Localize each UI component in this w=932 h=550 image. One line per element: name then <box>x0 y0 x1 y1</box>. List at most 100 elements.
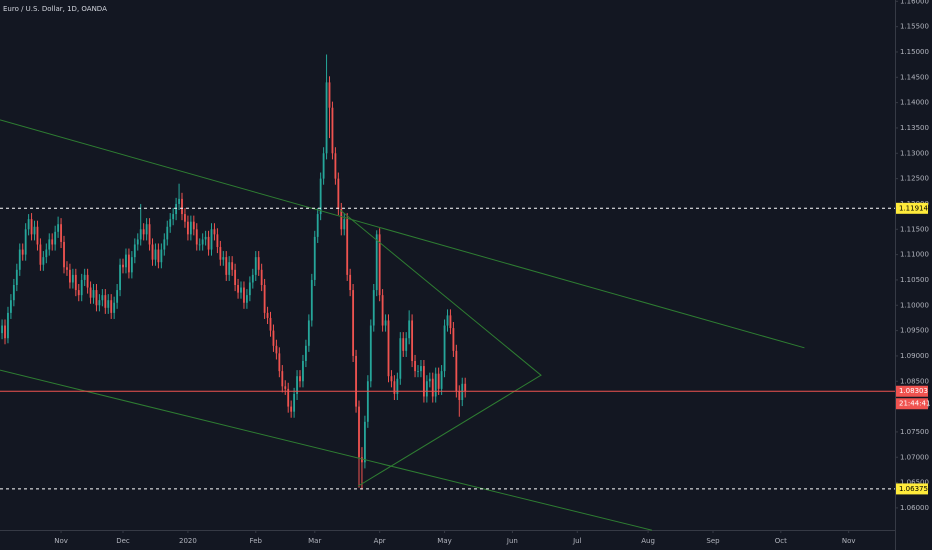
candle-body <box>243 287 245 303</box>
candle-body <box>142 229 145 235</box>
candle-body <box>86 274 89 288</box>
candle-body <box>228 262 231 275</box>
candle-body <box>60 224 62 242</box>
countdown-bg <box>896 398 928 410</box>
candle-body <box>461 383 464 401</box>
candle-body <box>358 406 360 458</box>
candle-body <box>381 295 384 326</box>
candle-body <box>431 378 434 397</box>
x-tick-label: Jul <box>572 537 582 545</box>
candle-body <box>51 239 54 245</box>
candle-body <box>166 226 169 240</box>
candle-body <box>207 236 210 250</box>
candle-body <box>145 224 148 235</box>
candle-body <box>1 325 3 334</box>
candle-body <box>198 244 201 246</box>
candle-body <box>405 338 408 351</box>
candle-body <box>92 290 95 298</box>
candle-body <box>231 262 234 270</box>
candle-body <box>446 315 449 326</box>
candle-body <box>384 320 387 326</box>
x-tick-label: Dec <box>116 537 130 545</box>
candle-body <box>455 350 458 392</box>
candle-body <box>68 269 71 283</box>
candle-body <box>363 421 366 463</box>
candle-body <box>66 267 68 270</box>
price-label-bg <box>896 202 928 214</box>
candle-body <box>201 239 204 245</box>
candle-body <box>422 366 425 397</box>
candle-body <box>77 290 80 296</box>
candle-body <box>225 257 228 275</box>
candle-body <box>110 300 113 313</box>
candle-body <box>122 264 124 268</box>
candle-body <box>119 264 121 291</box>
candle-body <box>45 249 48 258</box>
candle-body <box>464 383 467 392</box>
candle-body <box>269 317 272 331</box>
y-tick-label: 1.13000 <box>900 149 929 157</box>
candle-body <box>83 274 86 280</box>
candle-body <box>316 214 319 237</box>
candle-body <box>89 287 92 298</box>
candle-body <box>440 371 443 389</box>
candle-body <box>12 285 15 301</box>
candle-body <box>437 373 440 389</box>
candle-body <box>399 338 402 379</box>
candle-body <box>361 457 363 463</box>
y-tick-label: 1.06000 <box>900 504 929 512</box>
x-tick-label: May <box>437 537 451 545</box>
candle-body <box>328 82 331 108</box>
y-tick-label: 1.16000 <box>900 0 929 5</box>
y-tick-label: 1.07000 <box>900 453 929 461</box>
candle-body <box>278 353 281 372</box>
candle-body <box>331 107 334 154</box>
chart-title: Euro / U.S. Dollar, 1D, OANDA <box>3 5 107 13</box>
candle-body <box>337 178 340 210</box>
x-tick-label: Apr <box>374 537 386 545</box>
y-tick-label: 1.11000 <box>900 251 929 259</box>
y-tick-label: 1.14500 <box>900 73 929 81</box>
candle-body <box>322 153 325 179</box>
candle-body <box>148 224 151 245</box>
candle-body <box>452 328 455 351</box>
candle-body <box>39 244 42 265</box>
trendline <box>0 119 805 349</box>
y-tick-label: 1.09500 <box>900 327 929 335</box>
x-tick-label: Feb <box>250 537 263 545</box>
candle-body <box>414 360 416 372</box>
y-tick-label: 1.13500 <box>900 124 929 132</box>
candle-body <box>349 274 352 291</box>
candle-body <box>216 234 219 248</box>
candle-body <box>340 209 343 230</box>
y-tick-label: 1.10500 <box>900 276 929 284</box>
x-tick-label: Nov <box>842 537 856 545</box>
trendline <box>0 369 653 531</box>
candle-body <box>21 249 24 255</box>
candle-body <box>307 320 310 346</box>
candle-body <box>54 231 57 245</box>
candle-body <box>10 300 12 313</box>
price-label: 1.11914 <box>899 204 928 212</box>
y-tick-label: 1.14000 <box>900 99 929 107</box>
candle-body <box>293 393 296 412</box>
candle-body <box>425 381 428 397</box>
candle-body <box>266 312 269 318</box>
candle-body <box>378 234 381 296</box>
candle-body <box>181 198 183 215</box>
candle-body <box>393 381 396 394</box>
candle-body <box>251 274 254 283</box>
candle-body <box>290 406 293 412</box>
candle-body <box>375 234 378 291</box>
y-tick-label: 1.07500 <box>900 428 929 436</box>
x-tick-label: Nov <box>54 537 68 545</box>
candle-body <box>284 386 287 389</box>
x-tick-label: 2020 <box>179 537 197 545</box>
price-label: 1.06375 <box>899 485 928 493</box>
candle-body <box>346 219 349 275</box>
y-tick-label: 1.10000 <box>900 301 929 309</box>
candle-body <box>219 247 222 260</box>
candle-body <box>234 269 237 286</box>
